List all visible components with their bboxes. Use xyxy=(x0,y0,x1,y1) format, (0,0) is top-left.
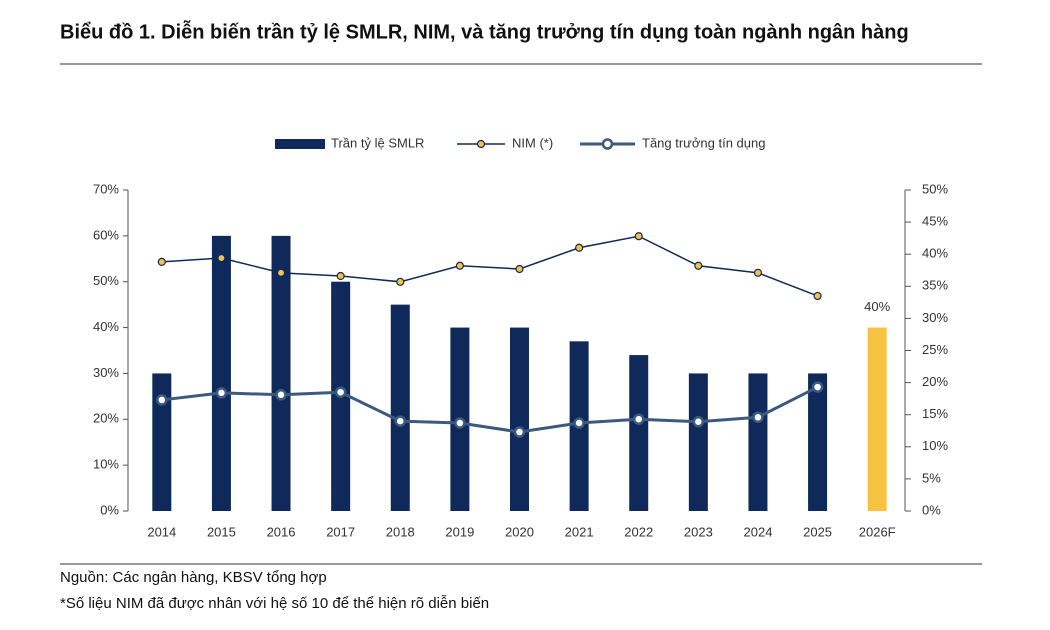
y2-tick-label: 45% xyxy=(922,214,948,229)
marker xyxy=(156,394,168,406)
y2-tick-label: 15% xyxy=(922,406,948,421)
y2-tick-label: 10% xyxy=(922,438,948,453)
x-tick-label: 2026F xyxy=(859,524,896,539)
y2-tick-label: 30% xyxy=(922,310,948,325)
bar xyxy=(152,373,172,511)
value-label: 40% xyxy=(864,299,890,314)
bar xyxy=(867,327,887,511)
y-tick-label: 70% xyxy=(93,181,119,196)
y2-tick-label: 40% xyxy=(922,246,948,261)
y2-tick-label: 25% xyxy=(922,342,948,357)
marker xyxy=(217,253,226,263)
y2-tick-label: 0% xyxy=(922,502,941,517)
marker xyxy=(334,386,347,398)
marker xyxy=(752,411,764,424)
y-tick-label: 50% xyxy=(93,273,119,288)
marker xyxy=(157,257,166,267)
marker xyxy=(515,264,524,274)
x-tick-label: 2021 xyxy=(565,524,594,539)
legend-label: Tăng trưởng tín dụng xyxy=(642,135,765,150)
marker xyxy=(454,417,466,429)
marker xyxy=(394,415,407,427)
legend-marker xyxy=(601,138,614,150)
bar xyxy=(390,304,410,511)
line xyxy=(161,235,818,297)
x-tick-label: 2023 xyxy=(684,524,713,539)
x-tick-label: 2022 xyxy=(624,524,653,539)
marker xyxy=(632,413,645,425)
marker xyxy=(215,387,228,399)
marker xyxy=(336,271,345,281)
marker xyxy=(573,417,585,429)
x-tick-label: 2025 xyxy=(803,524,832,539)
legend-label: NIM (*) xyxy=(512,135,553,150)
marker xyxy=(396,277,405,286)
marker xyxy=(455,261,464,270)
y2-tick-label: 35% xyxy=(922,278,948,293)
x-tick-label: 2019 xyxy=(445,524,474,539)
bar xyxy=(808,373,828,511)
marker xyxy=(692,416,705,428)
source: Nguồn: Các ngân hàng, KBSV tổng hợp xyxy=(60,569,327,586)
y-tick-label: 20% xyxy=(93,411,119,426)
legend-label: Trần tỷ lệ SMLR xyxy=(331,135,424,150)
bar xyxy=(629,355,649,511)
x-tick-label: 2016 xyxy=(267,524,296,539)
marker xyxy=(753,268,763,277)
legend-marker xyxy=(476,139,486,149)
marker xyxy=(694,261,703,270)
x-tick-label: 2015 xyxy=(207,524,236,539)
bar xyxy=(510,327,529,511)
marker xyxy=(811,381,824,393)
x-tick-label: 2018 xyxy=(386,524,415,539)
y2-tick-label: 20% xyxy=(922,374,948,389)
bar xyxy=(688,373,708,511)
marker xyxy=(813,291,822,301)
x-tick-label: 2017 xyxy=(326,524,355,539)
marker xyxy=(513,426,526,438)
bar xyxy=(748,373,768,511)
x-tick-label: 2020 xyxy=(505,524,534,539)
x-tick-label: 2024 xyxy=(744,524,773,539)
bar xyxy=(211,235,231,511)
marker xyxy=(276,268,286,277)
y-tick-label: 0% xyxy=(100,502,119,517)
marker xyxy=(575,243,584,252)
chart-title: Biểu đồ 1. Diễn biến trần tỷ lệ SMLR, NI… xyxy=(60,19,909,43)
legend-swatch xyxy=(275,139,325,149)
y-tick-label: 60% xyxy=(93,227,119,242)
x-tick-label: 2014 xyxy=(147,524,176,539)
y2-tick-label: 50% xyxy=(922,181,948,196)
marker xyxy=(634,232,643,241)
y-tick-label: 30% xyxy=(93,365,119,380)
y-tick-label: 10% xyxy=(93,457,119,472)
marker xyxy=(275,389,287,401)
y-tick-label: 40% xyxy=(93,319,119,334)
y2-tick-label: 5% xyxy=(922,470,941,485)
line xyxy=(161,385,819,434)
bar xyxy=(271,235,291,511)
note: *Số liệu NIM đã được nhân với hệ số 10 đ… xyxy=(60,595,489,612)
